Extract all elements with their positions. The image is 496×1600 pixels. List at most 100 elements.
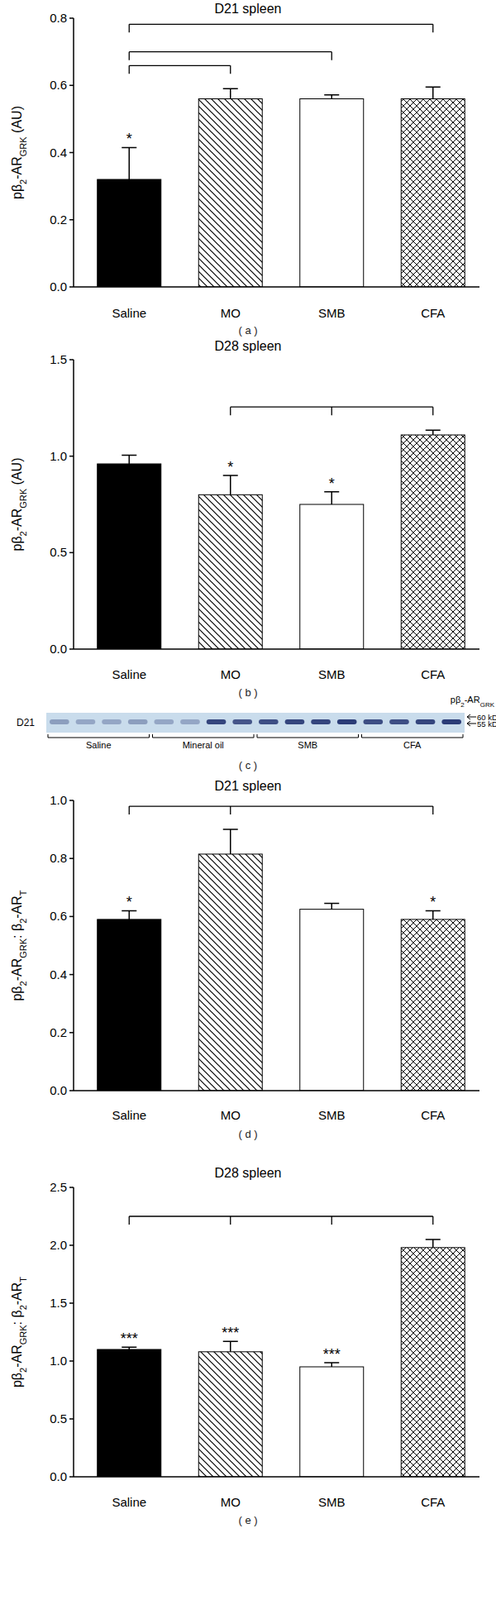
- y-tick: [69, 1417, 74, 1420]
- x-tick-label: SMB: [318, 1107, 346, 1122]
- x-tick-label: Saline: [111, 305, 147, 320]
- error-bar: [324, 491, 339, 505]
- blot-band: [310, 719, 331, 725]
- y-tick-label: 2.5: [49, 1179, 67, 1194]
- y-tick: [69, 286, 74, 288]
- error-bar: [425, 1239, 441, 1248]
- label-part: pβ: [9, 184, 24, 200]
- x-tick-label: MO: [220, 1494, 241, 1509]
- label-part: GRK: [18, 136, 29, 158]
- x-axis-line: [73, 286, 480, 288]
- error-bar: [121, 455, 137, 465]
- label-part: pβ: [9, 535, 24, 551]
- blot-band: [128, 719, 148, 725]
- y-tick-label: 2.0: [49, 1237, 67, 1252]
- y-tick-label: 0.4: [49, 145, 67, 160]
- label-part: -AR: [9, 895, 24, 919]
- label-part: -AR: [9, 156, 24, 180]
- blot-band: [180, 719, 201, 725]
- bar: [198, 494, 263, 649]
- blot-band: [49, 719, 70, 725]
- significance-mark: ***: [221, 1324, 239, 1341]
- y-axis-line: [72, 800, 75, 1091]
- blot-band: [415, 719, 436, 725]
- panel: D28 spleenpβ2-ARGRK: β2-ART0.00.51.01.52…: [9, 1165, 480, 1509]
- y-tick: [69, 973, 74, 976]
- y-tick-label: 0.6: [49, 77, 67, 92]
- figure: D21 spleenpβ2-ARGRK (AU)0.00.20.40.60.8S…: [0, 0, 496, 1600]
- significance-mark: *: [429, 893, 436, 911]
- plot-area: [97, 829, 466, 1091]
- significance-bracket: [128, 23, 434, 33]
- blot-target-label: pβ2-ARGRK: [450, 694, 496, 709]
- bar: [300, 99, 364, 288]
- bar: [97, 919, 162, 1091]
- plot-area: [97, 1239, 466, 1477]
- x-axis-line: [73, 1475, 480, 1478]
- significance-bracket: [128, 806, 434, 815]
- group-bracket: [47, 734, 150, 738]
- x-tick-label: CFA: [420, 305, 445, 320]
- error-bar: [324, 95, 339, 100]
- chart-title: D28 spleen: [214, 1165, 282, 1180]
- label-part: pβ: [9, 985, 24, 1001]
- y-axis-label: pβ2-ARGRK (AU): [9, 457, 29, 552]
- y-tick-label: 0.0: [49, 1468, 67, 1484]
- marker-arrow: [467, 720, 477, 726]
- y-tick-label: 1.0: [49, 448, 67, 463]
- error-bar: [324, 903, 339, 910]
- y-tick: [69, 1244, 74, 1246]
- bar: [300, 1366, 364, 1477]
- label-part: GRK: [18, 937, 29, 959]
- blot-band: [206, 719, 227, 725]
- bar: [97, 463, 162, 649]
- y-tick: [69, 1302, 74, 1304]
- y-tick: [69, 799, 74, 802]
- y-tick: [69, 17, 74, 20]
- label-part: T: [18, 889, 29, 896]
- group-bracket: [257, 734, 359, 738]
- blot-background: [46, 712, 465, 733]
- error-bar: [121, 1346, 137, 1350]
- x-tick-label: SMB: [318, 305, 346, 320]
- y-tick-label: 0.5: [49, 544, 67, 559]
- significance-mark: ***: [323, 1345, 341, 1363]
- error-bar: [223, 475, 239, 495]
- y-tick: [69, 152, 74, 154]
- bar: [400, 919, 465, 1091]
- error-bar: [425, 910, 441, 920]
- y-axis-line: [72, 359, 75, 649]
- error-bar: [425, 429, 441, 435]
- bar: [198, 99, 263, 288]
- y-tick-label: 1.0: [49, 1353, 67, 1368]
- panel: D21 spleenpβ2-ARGRK: β2-ART0.00.20.40.60…: [9, 778, 480, 1122]
- y-tick: [69, 455, 74, 458]
- plot-area: [97, 429, 466, 649]
- label-part: -AR: [9, 1282, 24, 1306]
- y-tick: [69, 1031, 74, 1034]
- y-tick: [69, 1089, 74, 1092]
- y-tick-label: 0.4: [49, 967, 67, 982]
- y-tick-label: 0.6: [49, 908, 67, 923]
- label-part: pβ: [450, 694, 461, 705]
- blot-panel: D21pβ2-ARGRK60 kD55 kDSalineMineral oilS…: [16, 694, 496, 750]
- group-label: CFA: [403, 739, 422, 750]
- group-label: SMB: [297, 739, 318, 750]
- group-bracket: [152, 734, 255, 738]
- label-part: : β: [9, 923, 24, 939]
- blot-band: [154, 719, 175, 725]
- y-tick: [69, 915, 74, 918]
- y-tick: [69, 1475, 74, 1478]
- significance-bracket: [230, 406, 434, 415]
- y-tick-label: 0.8: [49, 10, 67, 25]
- group-label: Saline: [85, 739, 112, 750]
- x-tick-label: Saline: [111, 1107, 147, 1122]
- label-part: (AU): [9, 105, 24, 137]
- x-axis-line: [73, 1089, 480, 1092]
- y-tick: [69, 1359, 74, 1362]
- chart-title: D28 spleen: [214, 338, 282, 353]
- marker-arrow: [467, 714, 477, 720]
- x-tick-label: CFA: [420, 667, 445, 682]
- group-bracket: [362, 734, 464, 738]
- y-tick: [69, 857, 74, 859]
